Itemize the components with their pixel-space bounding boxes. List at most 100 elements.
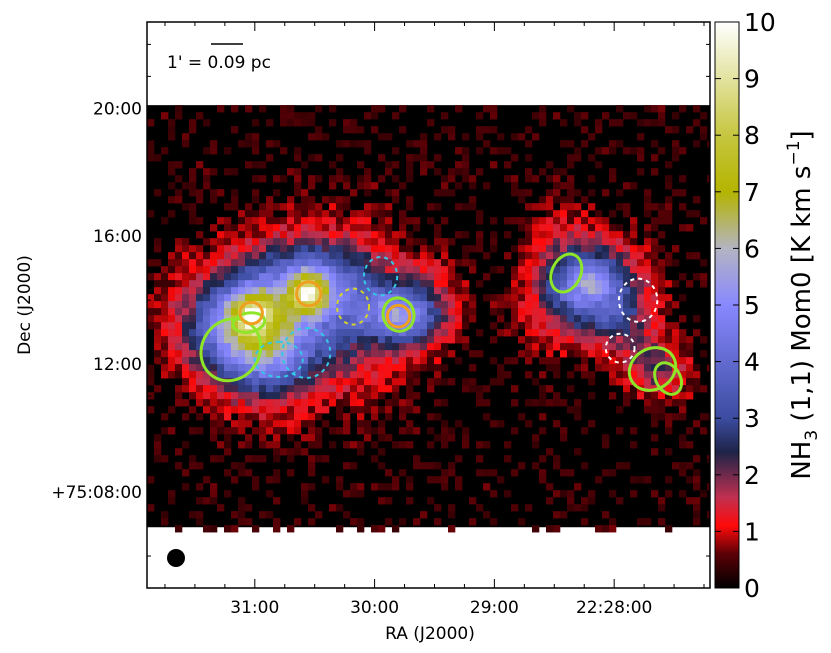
map-pixel (420, 308, 428, 316)
map-pixel (322, 287, 330, 295)
map-pixel (315, 126, 323, 134)
map-pixel (189, 189, 197, 197)
map-pixel (196, 378, 204, 386)
map-pixel (539, 301, 547, 309)
map-pixel (413, 266, 421, 274)
map-pixel (553, 252, 561, 260)
map-pixel (644, 245, 652, 253)
map-pixel (322, 231, 330, 239)
map-pixel (273, 294, 281, 302)
map-pixel (182, 322, 190, 330)
map-pixel (203, 266, 211, 274)
map-pixel (392, 525, 400, 533)
map-pixel (203, 378, 211, 386)
map-pixel (273, 224, 281, 232)
map-pixel (434, 413, 442, 421)
map-pixel (378, 483, 386, 491)
map-pixel (511, 245, 519, 253)
map-pixel (287, 455, 295, 463)
map-pixel (217, 189, 225, 197)
map-pixel (203, 308, 211, 316)
map-pixel (315, 259, 323, 267)
map-pixel (301, 273, 309, 281)
map-pixel (343, 301, 351, 309)
map-pixel (217, 392, 225, 400)
map-pixel (560, 196, 568, 204)
region-cyan-dashed-10 (281, 327, 332, 379)
map-pixel (511, 315, 519, 323)
map-pixel (168, 357, 176, 365)
map-pixel (266, 392, 274, 400)
map-pixel (616, 224, 624, 232)
map-pixel (658, 497, 666, 505)
map-pixel (364, 168, 372, 176)
map-pixel (287, 308, 295, 316)
map-pixel (329, 245, 337, 253)
map-pixel (364, 273, 372, 281)
map-pixel (609, 322, 617, 330)
map-pixel (504, 322, 512, 330)
map-pixel (700, 112, 708, 120)
map-pixel (623, 252, 631, 260)
map-pixel (413, 518, 421, 526)
map-pixel (413, 238, 421, 246)
colorbar-tick-label: 8 (744, 121, 760, 150)
map-pixel (630, 280, 638, 288)
map-pixel (630, 217, 638, 225)
region-green-5 (653, 361, 684, 396)
map-pixel (175, 392, 183, 400)
map-pixel (252, 231, 260, 239)
map-pixel (266, 329, 274, 337)
map-pixel (441, 175, 449, 183)
map-pixel (658, 280, 666, 288)
map-pixel (203, 406, 211, 414)
colorbar-label-mid: (1,1) Mom0 [K km s (787, 166, 817, 430)
map-pixel (434, 168, 442, 176)
map-pixel (490, 357, 498, 365)
map-pixel (420, 322, 428, 330)
map-pixel (280, 245, 288, 253)
map-pixel (602, 147, 610, 155)
map-pixel (525, 273, 533, 281)
map-pixel (693, 504, 701, 512)
colorbar-tick-label: 4 (744, 348, 760, 377)
map-pixel (651, 238, 659, 246)
map-pixel (532, 224, 540, 232)
map-pixel (357, 266, 365, 274)
map-pixel (238, 504, 246, 512)
map-pixel (595, 364, 603, 372)
map-pixel (455, 294, 463, 302)
map-pixel (637, 133, 645, 141)
map-pixel (434, 280, 442, 288)
map-pixel (287, 427, 295, 435)
map-pixel (301, 266, 309, 274)
map-pixel (525, 168, 533, 176)
map-pixel (532, 245, 540, 253)
map-pixel (581, 266, 589, 274)
map-pixel (560, 203, 568, 211)
map-pixel (175, 266, 183, 274)
map-pixel (616, 315, 624, 323)
map-pixel (588, 154, 596, 162)
map-pixel (525, 238, 533, 246)
map-pixel (322, 315, 330, 323)
map-pixel (343, 175, 351, 183)
map-pixel (546, 231, 554, 239)
map-pixel (560, 210, 568, 218)
map-pixel (518, 196, 526, 204)
map-pixel (581, 343, 589, 351)
map-pixel (420, 259, 428, 267)
map-pixel (308, 350, 316, 358)
map-pixel (644, 364, 652, 372)
map-pixel (224, 469, 232, 477)
map-pixel (406, 483, 414, 491)
map-pixel (371, 308, 379, 316)
map-pixel (322, 350, 330, 358)
map-pixel (427, 476, 435, 484)
map-pixel (665, 203, 673, 211)
map-pixel (294, 217, 302, 225)
map-pixel (602, 343, 610, 351)
map-pixel (539, 168, 547, 176)
map-pixel (427, 350, 435, 358)
map-pixel (301, 483, 309, 491)
